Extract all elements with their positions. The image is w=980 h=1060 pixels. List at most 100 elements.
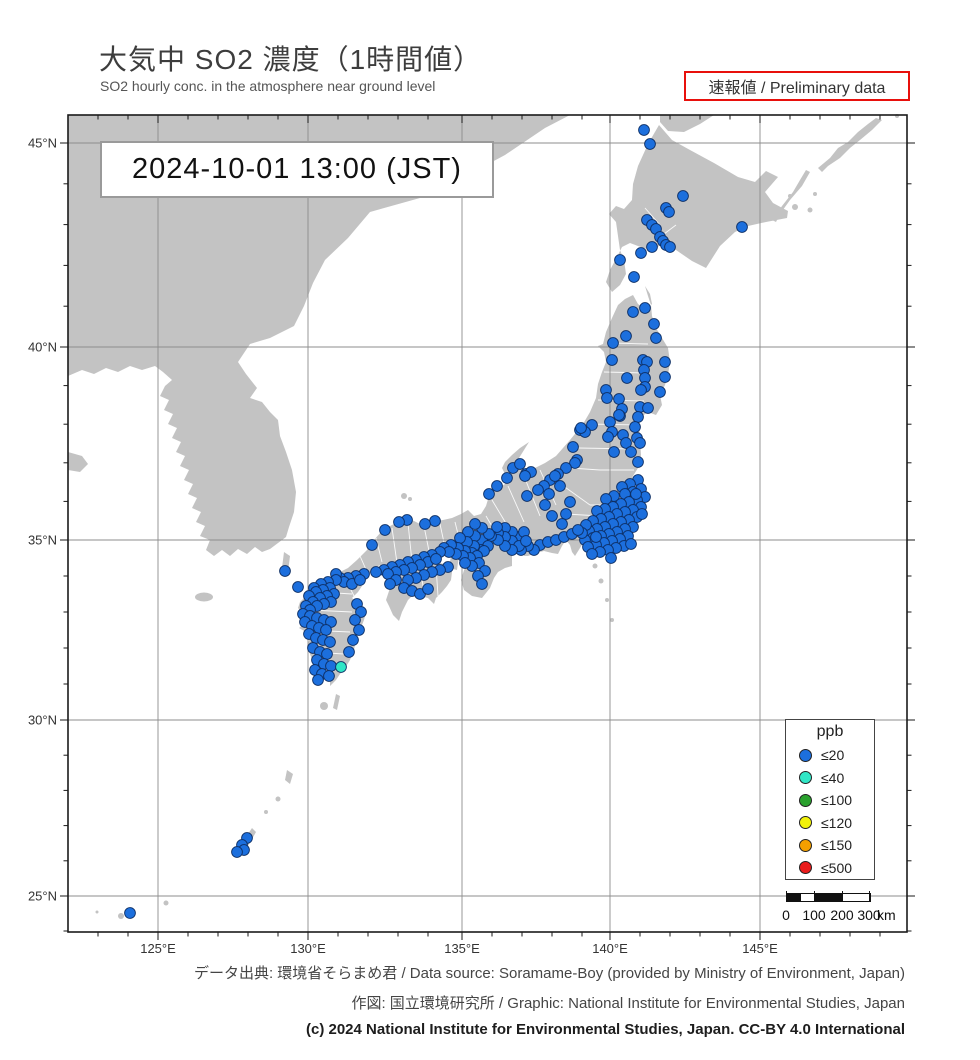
station-dot (606, 354, 618, 366)
station-dot (572, 524, 584, 536)
station-dot (543, 488, 555, 500)
station-dot (354, 574, 366, 586)
station-dot (632, 411, 644, 423)
oki-islands (401, 493, 407, 499)
timestamp-box: 2024-10-01 13:00 (JST) (100, 141, 494, 198)
legend-item: ≤150 (786, 834, 874, 857)
tanegashima-island (333, 694, 340, 710)
page-title: 大気中 SO2 濃度（1時間値） (99, 44, 483, 75)
legend-item-label: ≤150 (821, 837, 853, 854)
legend-item-label: ≤40 (821, 769, 845, 786)
station-dot (638, 124, 650, 136)
legend-color-dot (799, 748, 812, 762)
legend-item: ≤120 (786, 812, 874, 835)
station-dot (430, 553, 442, 565)
station-dot (353, 624, 365, 636)
station-dot (491, 521, 503, 533)
scale-bar-tick-label: 100 (802, 907, 826, 923)
station-dot (567, 441, 579, 453)
station-dot (347, 634, 359, 646)
station-dot (459, 557, 471, 569)
iriomote-island (118, 913, 124, 919)
station-dot (629, 421, 641, 433)
lat-tick-label: 25°N (28, 889, 57, 904)
station-dot (607, 337, 619, 349)
legend-item: ≤20 (786, 744, 874, 767)
station-dot (321, 648, 333, 660)
station-dot (454, 532, 466, 544)
station-dot (370, 566, 382, 578)
station-dot (635, 384, 647, 396)
station-dot (605, 552, 617, 564)
scale-bar-strip (786, 893, 871, 902)
station-dot (491, 480, 503, 492)
station-dot (320, 624, 332, 636)
footer-graphic-credit: 作図: 国立環境研究所 / Graphic: National Institut… (351, 995, 905, 1012)
station-dot (659, 371, 671, 383)
station-dot (549, 470, 561, 482)
station-dot (231, 846, 243, 858)
station-dot (501, 472, 513, 484)
station-dot (323, 670, 335, 682)
station-dot (639, 302, 651, 314)
scale-bar-unit: km (877, 907, 896, 923)
footer-copyright: (c) 2024 National Institute for Environm… (305, 1021, 905, 1038)
station-dot (613, 393, 625, 405)
lat-tick-label: 40°N (28, 340, 57, 355)
station-dot (349, 614, 361, 626)
amami-island (285, 770, 293, 784)
station-dot (539, 499, 551, 511)
scale-bar-tick-label: 300 (857, 907, 881, 923)
preliminary-data-badge: 速報値 / Preliminary data (684, 71, 910, 101)
station-dot (384, 578, 396, 590)
legend-item-label: ≤20 (821, 747, 845, 764)
legend-color-dot (799, 771, 812, 785)
station-dot (586, 419, 598, 431)
station-dot (483, 488, 495, 500)
lon-tick-label: 140°E (592, 941, 628, 956)
landmass-layer (68, 114, 899, 919)
station-dot (279, 565, 291, 577)
legend-box: ppb ≤20 ≤40 ≤100 ≤120 ≤150 ≤500 (785, 719, 875, 880)
sakhalin (660, 115, 714, 132)
lat-tick-label: 30°N (28, 713, 57, 728)
shandong-tip (68, 452, 88, 472)
station-dot (628, 271, 640, 283)
station-dot (355, 606, 367, 618)
station-dot (648, 318, 660, 330)
station-dot (604, 416, 616, 428)
scale-bar-tick-label: 0 (782, 907, 790, 923)
station-dot (590, 531, 602, 543)
station-dot (602, 431, 614, 443)
legend-item: ≤500 (786, 857, 874, 880)
station-dot (646, 241, 658, 253)
station-dot (569, 457, 581, 469)
lon-tick-label: 135°E (444, 941, 480, 956)
station-dot (654, 386, 666, 398)
station-dot (620, 330, 632, 342)
map-frame (60, 114, 915, 940)
station-dot (514, 458, 526, 470)
legend-color-dot (799, 861, 812, 875)
legend-color-dot (799, 793, 812, 807)
station-dot (650, 332, 662, 344)
legend-title: ppb (816, 723, 844, 740)
jeju-island (195, 592, 213, 602)
station-dot (664, 241, 676, 253)
iturup-island (818, 118, 882, 172)
lat-tick-label: 35°N (28, 533, 57, 548)
station-dot (520, 535, 532, 547)
station-dot (659, 356, 671, 368)
lon-tick-label: 125°E (140, 941, 176, 956)
station-dot (575, 422, 587, 434)
station-dot (677, 190, 689, 202)
hokkaido (606, 125, 788, 292)
station-dot (632, 456, 644, 468)
station-dot (312, 674, 324, 686)
station-dot (634, 437, 646, 449)
station-dot (393, 516, 405, 528)
station-dot (586, 548, 598, 560)
station-dot (635, 247, 647, 259)
